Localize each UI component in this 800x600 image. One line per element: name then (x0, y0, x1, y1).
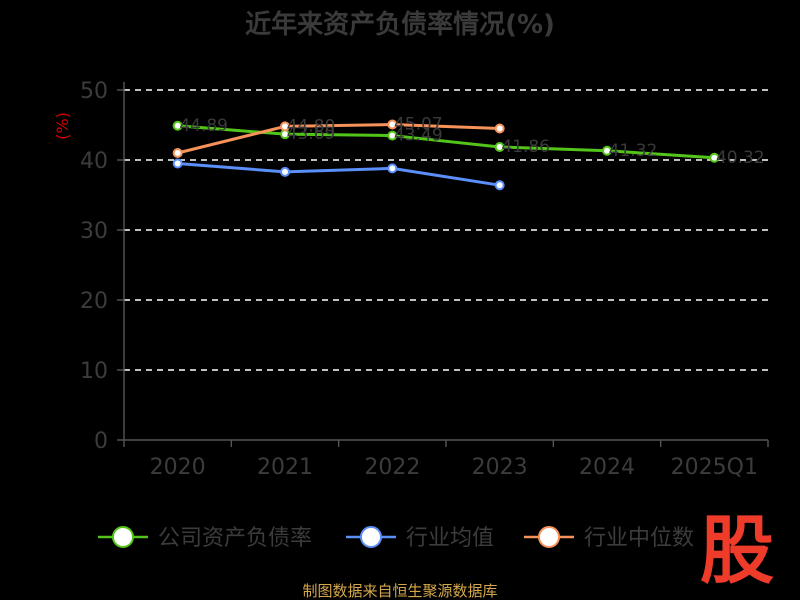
data-point (494, 141, 505, 152)
legend[interactable]: 公司资产负债率 行业均值 行业中位数 (98, 526, 694, 551)
legend-swatch-marker (112, 526, 134, 548)
data-label: 43.69 (287, 124, 336, 144)
data-point (387, 119, 398, 130)
chart-title: 近年来资产负债率情况(%) (245, 9, 555, 40)
data-label: 41.32 (609, 141, 658, 161)
y-axis-label: (%) (53, 112, 72, 140)
series-line (177, 162, 500, 187)
x-tick-label: 2023 (472, 455, 528, 480)
data-point (494, 180, 505, 191)
data-label: 45.07 (394, 115, 443, 135)
data-point (280, 121, 290, 132)
data-point (172, 120, 183, 131)
data-label: 43.49 (394, 126, 443, 146)
legend-label: 行业中位数 (584, 526, 694, 551)
data-point (172, 148, 183, 158)
y-tick-label: 20 (80, 289, 108, 314)
x-tick-labels: 2020 2021 2022 2023 2024 2025Q1 (123, 440, 769, 480)
data-label: 40.32 (716, 148, 765, 168)
y-tick-label: 10 (80, 359, 108, 384)
data-label: 44.80 (287, 116, 336, 136)
y-tick-label: 30 (80, 219, 108, 244)
x-tick-label: 2022 (364, 455, 420, 480)
brand-logo: 股 (700, 508, 774, 594)
data-label: 41.86 (501, 137, 550, 157)
legend-item[interactable]: 行业均值 (346, 526, 494, 551)
data-point (387, 130, 398, 141)
legend-label: 公司资产负债率 (158, 526, 312, 551)
data-point (387, 163, 398, 174)
x-tick-label: 2024 (579, 455, 635, 480)
y-tick-labels: 0 10 20 30 40 50 (80, 79, 124, 454)
data-point (494, 123, 505, 134)
series-group (172, 119, 720, 191)
legend-item[interactable]: 公司资产负债率 (98, 526, 312, 551)
series-line (177, 123, 500, 155)
legend-swatch-marker (538, 526, 560, 548)
legend-swatch-marker (360, 526, 382, 548)
x-tick-label: 2025Q1 (671, 455, 758, 480)
y-tick-label: 50 (80, 79, 108, 104)
y-tick-label: 0 (94, 429, 108, 454)
data-labels: 44.89 43.69 43.49 41.86 41.32 40.32 44.80 45.07 (179, 115, 764, 168)
gridlines (124, 89, 768, 371)
x-tick-label: 2020 (150, 455, 206, 480)
data-point (602, 145, 612, 156)
data-point (172, 158, 183, 169)
y-tick-label: 40 (80, 149, 108, 174)
x-tick-label: 2021 (257, 455, 313, 480)
series-line (177, 124, 715, 160)
data-label: 44.89 (179, 116, 228, 136)
data-point (709, 152, 720, 163)
source-note: 制图数据来自恒生聚源数据库 (302, 582, 497, 600)
data-point (280, 166, 290, 177)
legend-item[interactable]: 行业中位数 (524, 526, 694, 551)
legend-label: 行业均值 (406, 526, 494, 551)
